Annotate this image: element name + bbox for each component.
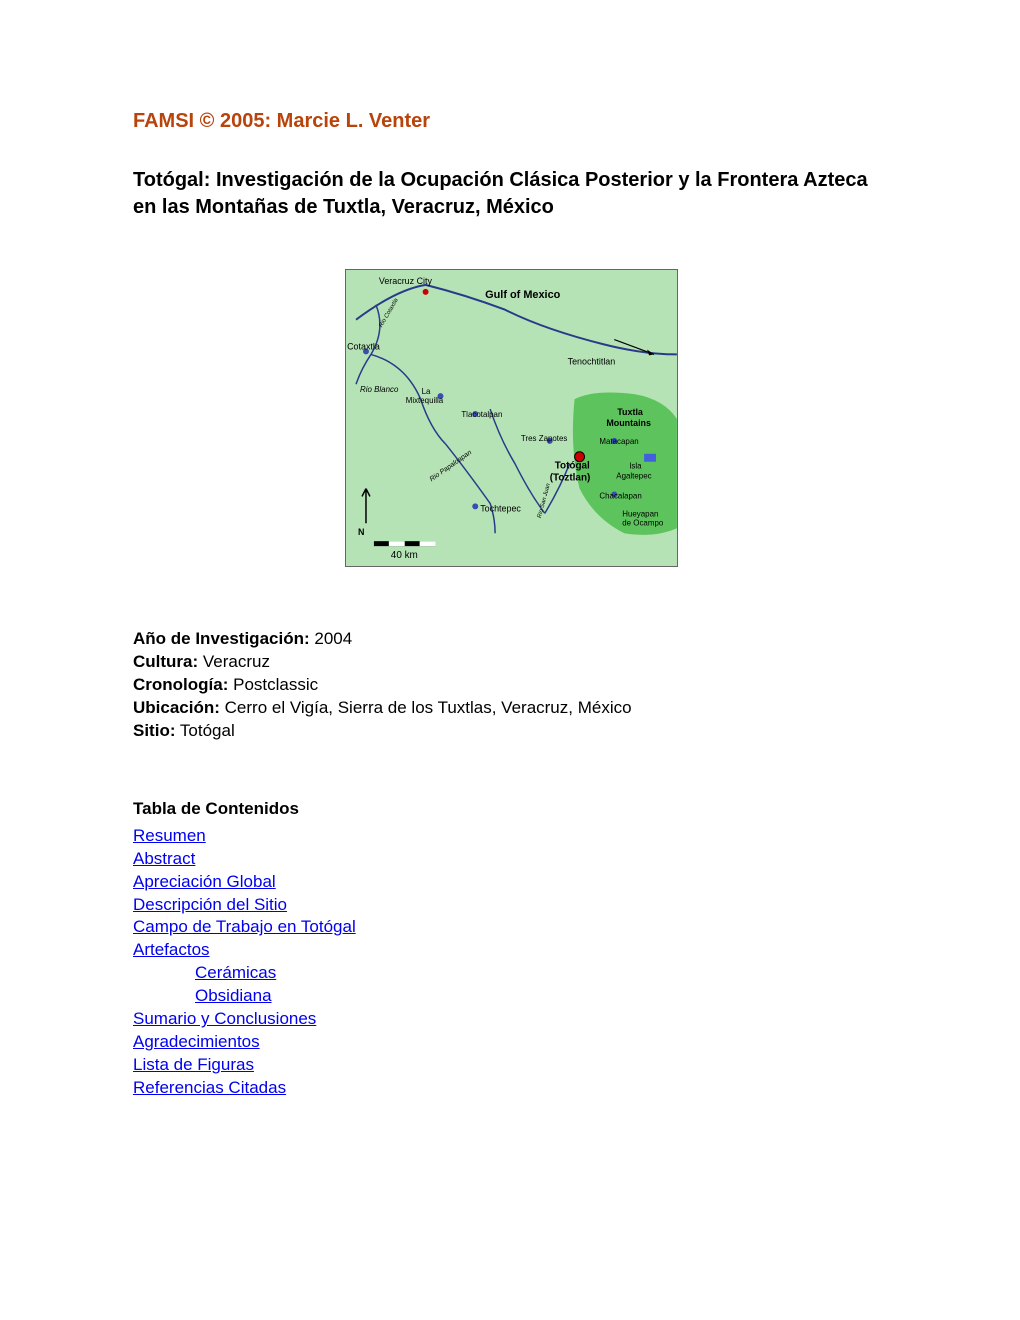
label-tochtepec: Tochtepec: [480, 503, 521, 513]
north-label: N: [358, 527, 364, 537]
toc-link-obsidiana[interactable]: Obsidiana: [133, 985, 890, 1008]
toc-link-lista-figuras[interactable]: Lista de Figuras: [133, 1054, 890, 1077]
toc-link-descripcion-sitio[interactable]: Descripción del Sitio: [133, 894, 890, 917]
scale-label: 40 km: [391, 550, 418, 561]
label-hueyapan2: de Ocampo: [622, 518, 664, 527]
metadata-cronologia-label: Cronología:: [133, 675, 228, 694]
toc-link-resumen[interactable]: Resumen: [133, 825, 890, 848]
map-container: N 40 km Gulf of Mexico Veracruz City Cot…: [133, 269, 890, 572]
label-la: La: [422, 387, 431, 396]
label-agaltepec: Agaltepec: [616, 472, 651, 481]
metadata-ano-label: Año de Investigación:: [133, 629, 310, 648]
label-mountains: Mountains: [606, 418, 651, 428]
label-gulf: Gulf of Mexico: [485, 289, 560, 301]
toc-heading: Tabla de Contenidos: [133, 799, 890, 819]
toc-link-sumario[interactable]: Sumario y Conclusiones: [133, 1008, 890, 1031]
toc-link-agradecimientos[interactable]: Agradecimientos: [133, 1031, 890, 1054]
page-content: FAMSI © 2005: Marcie L. Venter Totógal: …: [0, 0, 1020, 1100]
metadata-ano-value-text: 2004: [314, 629, 352, 648]
label-tlacotalpan: Tlacotalpan: [461, 410, 502, 419]
metadata-sitio: Sitio: Totógal: [133, 720, 890, 743]
label-hueyapan1: Hueyapan: [622, 509, 658, 518]
toc-link-abstract[interactable]: Abstract: [133, 848, 890, 871]
toc-link-apreciacion-global[interactable]: Apreciación Global: [133, 871, 890, 894]
metadata-cronologia: Cronología: Postclassic: [133, 674, 890, 697]
metadata-ubicacion-value-text: Cerro el Vigía, Sierra de los Tuxtlas, V…: [225, 698, 632, 717]
toc-link-artefactos[interactable]: Artefactos: [133, 939, 890, 962]
metadata-cultura-value-text: Veracruz: [203, 652, 270, 671]
label-totogal2: (Toztlan): [550, 473, 591, 484]
toc-link-campo-trabajo[interactable]: Campo de Trabajo en Totógal: [133, 916, 890, 939]
marker-isla-agaltepec: [644, 454, 656, 462]
label-tres-zapotes: Tres Zapotes: [521, 434, 567, 443]
label-mixtequilla: Mixtequilla: [406, 396, 444, 405]
label-veracruz-city: Veracruz City: [379, 276, 433, 286]
toc-link-referencias[interactable]: Referencias Citadas: [133, 1077, 890, 1100]
metadata-ubicacion-label: Ubicación:: [133, 698, 220, 717]
label-cotaxtla: Cotaxtla: [347, 341, 380, 351]
metadata-ubicacion: Ubicación: Cerro el Vigía, Sierra de los…: [133, 697, 890, 720]
label-isla: Isla: [629, 462, 642, 471]
metadata-cronologia-value-text: Postclassic: [233, 675, 318, 694]
label-totogal1: Totógal: [555, 461, 590, 472]
map-svg: N 40 km Gulf of Mexico Veracruz City Cot…: [346, 270, 677, 566]
label-tuxtla: Tuxtla: [617, 407, 644, 417]
label-tenochtitlan: Tenochtitlan: [568, 356, 616, 366]
metadata-block: Año de Investigación: 2004 Cultura: Vera…: [133, 628, 890, 743]
marker-tochtepec: [472, 503, 478, 509]
metadata-sitio-value-text: Totógal: [180, 721, 235, 740]
label-chacalapan: Chacalapan: [599, 491, 641, 500]
label-rio-blanco: Rio Blanco: [360, 385, 399, 394]
map-figure: N 40 km Gulf of Mexico Veracruz City Cot…: [345, 269, 678, 567]
metadata-ano: Año de Investigación: 2004: [133, 628, 890, 651]
toc-link-ceramicas[interactable]: Cerámicas: [133, 962, 890, 985]
copyright-heading: FAMSI © 2005: Marcie L. Venter: [133, 110, 890, 133]
page-title: Totógal: Investigación de la Ocupación C…: [133, 167, 890, 221]
metadata-sitio-label: Sitio:: [133, 721, 176, 740]
metadata-cultura-label: Cultura:: [133, 652, 198, 671]
toc-list: Resumen Abstract Apreciación Global Desc…: [133, 825, 890, 1100]
marker-veracruz-city: [423, 289, 429, 295]
label-matacapan: Matacapan: [599, 437, 638, 446]
metadata-cultura: Cultura: Veracruz: [133, 651, 890, 674]
